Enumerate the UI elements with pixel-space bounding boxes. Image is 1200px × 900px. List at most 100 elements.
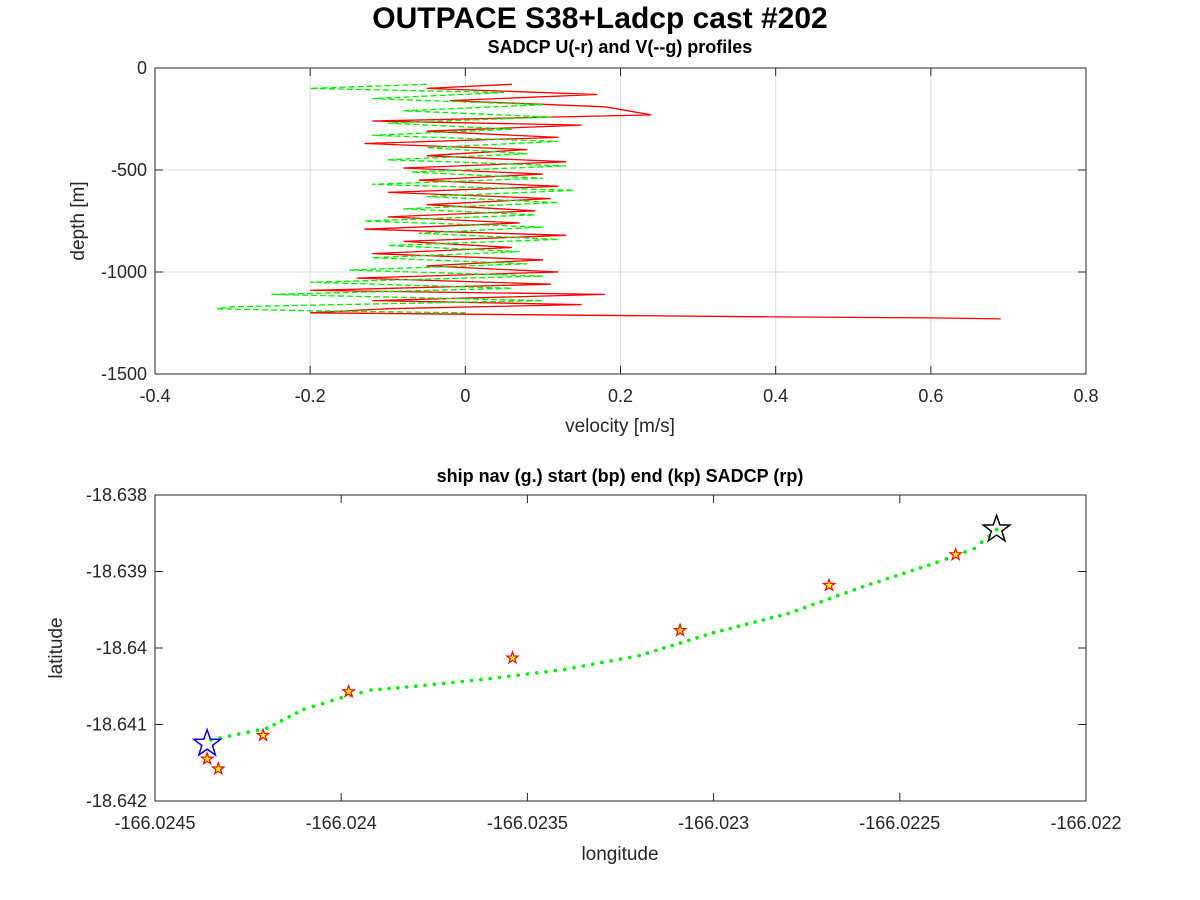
ship-nav-point	[662, 646, 666, 650]
ship-nav-point	[802, 605, 807, 610]
x-tick-label: -166.023	[678, 813, 749, 833]
ship-nav-point	[753, 620, 757, 624]
nav-series	[191, 513, 1013, 776]
series-line-u	[310, 83, 1001, 320]
ship-nav-point	[637, 653, 641, 658]
velocity-profile-panel: SADCP U(-r) and V(--g) profiles -0.4 -0.2…	[68, 37, 1099, 437]
ship-nav-point	[885, 576, 890, 581]
sadcp-point	[505, 650, 520, 665]
ship-nav-point	[720, 628, 724, 633]
ship-nav-point	[507, 674, 511, 679]
ship-nav-point	[645, 651, 650, 655]
ship-nav-point	[935, 560, 939, 565]
ship-nav-point	[264, 726, 269, 731]
ship-nav-point	[927, 563, 931, 567]
figure-title: OUTPACE S38+Ladcp cast #202	[372, 2, 828, 35]
nav-axes-background	[155, 495, 1086, 801]
ship-nav-point	[711, 630, 716, 635]
ship-nav-point	[359, 690, 363, 695]
ship-nav-point	[918, 566, 923, 570]
ship-nav-point	[369, 688, 373, 692]
x-tick-label: -0.2	[295, 386, 326, 406]
ship-nav-point	[572, 665, 576, 670]
ship-nav-point	[396, 686, 400, 690]
ship-nav-point	[678, 641, 683, 645]
ship-nav-point	[687, 638, 691, 643]
ship-nav-point	[827, 596, 832, 601]
y-tick-label: -18.638	[86, 485, 147, 505]
ship-nav-point	[653, 648, 658, 653]
sadcp-point	[948, 546, 964, 561]
y-tick-label: -1500	[101, 364, 147, 384]
nav-panel-title: ship nav (g.) start (bp) end (kp) SADCP …	[437, 466, 804, 486]
ship-nav-point	[893, 574, 898, 578]
x-tick-label: -166.0245	[114, 813, 195, 833]
ship-nav-point	[562, 667, 567, 672]
ship-nav-point	[451, 680, 455, 685]
ship-nav-point	[423, 683, 427, 688]
ship-nav-point	[272, 722, 277, 727]
sadcp-point	[210, 761, 226, 776]
ship-nav-point	[413, 684, 418, 688]
ship-nav-point	[590, 662, 595, 667]
ship-nav-panel: ship nav (g.) start (bp) end (kp) SADCP …	[46, 466, 1122, 865]
profile-y-axis-label: depth [m]	[68, 181, 89, 260]
ship-nav-point	[778, 613, 782, 618]
ship-nav-point	[302, 707, 306, 711]
profile-gridlines	[155, 68, 1086, 374]
ship-nav-point	[703, 633, 708, 638]
sadcp-point	[341, 683, 357, 699]
profile-panel-title: SADCP U(-r) and V(--g) profiles	[488, 37, 753, 57]
ship-nav-point	[618, 657, 623, 661]
x-tick-label: 0.8	[1073, 386, 1098, 406]
sadcp-point	[821, 577, 837, 592]
ship-nav-point	[670, 643, 674, 648]
ship-nav-point	[311, 704, 316, 709]
ship-nav-point	[811, 602, 815, 607]
end-marker	[981, 513, 1013, 543]
ship-nav-point	[544, 669, 548, 674]
ship-nav-point	[279, 718, 284, 723]
ship-nav-point	[695, 636, 699, 640]
sadcp-point	[199, 751, 215, 766]
ship-nav-point	[609, 659, 613, 663]
ship-nav-point	[744, 622, 749, 626]
ship-nav-point	[963, 550, 967, 554]
ship-nav-point	[320, 701, 325, 706]
y-tick-label: -18.639	[86, 562, 147, 582]
y-tick-label: 0	[137, 58, 147, 78]
ship-nav-point	[728, 626, 732, 631]
profile-x-axis-label: velocity [m/s]	[565, 416, 675, 437]
nav-ticks: -166.0245 -166.024 -166.0235 -166.023 -166.0…	[86, 485, 1122, 833]
ship-nav-point	[553, 668, 558, 673]
ship-nav-point	[227, 734, 232, 738]
ship-nav-point	[330, 698, 334, 703]
ship-nav-point	[835, 593, 840, 598]
ship-nav-point	[497, 675, 502, 680]
ship-nav-point	[972, 546, 977, 551]
ship-nav-point	[246, 730, 250, 734]
ship-nav-point	[902, 571, 906, 575]
x-tick-label: -166.024	[306, 813, 377, 833]
y-tick-label: -18.64	[96, 638, 147, 658]
ship-nav-point	[441, 681, 446, 686]
ship-nav-point	[432, 682, 437, 687]
ship-nav-point	[944, 557, 949, 561]
ship-nav-point	[460, 679, 465, 684]
ship-nav-point	[525, 672, 530, 676]
start-marker	[191, 727, 223, 757]
ship-nav-point	[786, 611, 790, 616]
y-tick-label: -18.642	[86, 791, 147, 811]
ship-nav-point	[600, 660, 604, 665]
ship-nav-point	[516, 673, 520, 677]
x-tick-label: -166.0225	[859, 813, 940, 833]
sadcp-point	[255, 727, 271, 742]
ship-nav-point	[852, 588, 857, 592]
ship-nav-point	[761, 618, 766, 622]
profile-series	[217, 83, 1001, 320]
ship-nav-point	[979, 540, 984, 544]
ship-nav-point	[294, 711, 299, 715]
ship-nav-point	[237, 732, 241, 736]
ship-nav-point	[994, 527, 999, 532]
